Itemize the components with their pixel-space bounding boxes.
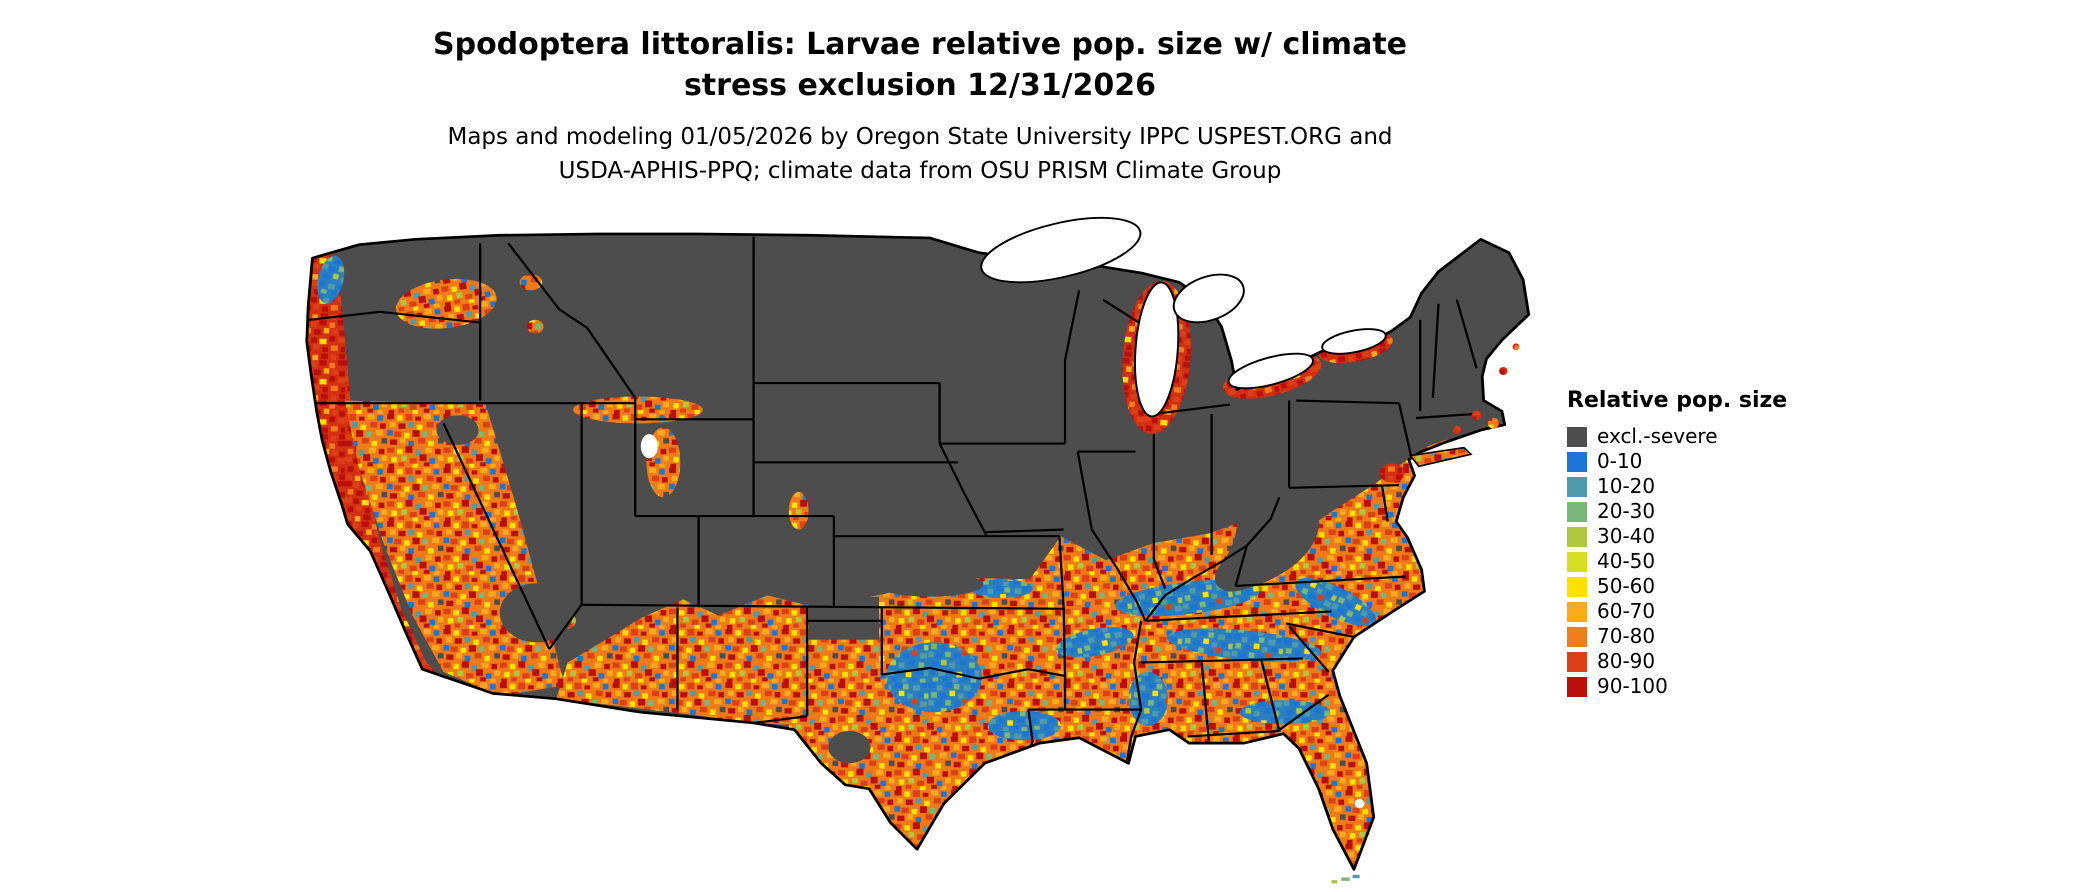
- legend-item: 40-50: [1567, 549, 1817, 574]
- legend-swatch: [1567, 501, 1587, 522]
- legend-item: excl.-severe: [1567, 424, 1817, 449]
- legend-swatch: [1567, 426, 1587, 447]
- map-base: [306, 233, 1529, 870]
- legend-label: 40-50: [1597, 549, 1656, 573]
- legend-label: 70-80: [1597, 624, 1656, 648]
- legend-label: 10-20: [1597, 474, 1656, 498]
- us-map-svg: [305, 216, 1531, 884]
- legend-label: 90-100: [1597, 674, 1668, 698]
- legend-title: Relative pop. size: [1567, 388, 1788, 413]
- lake-ontario: [1321, 328, 1387, 355]
- page-subtitle-line2: USDA-APHIS-PPQ; climate data from OSU PR…: [558, 158, 1282, 184]
- legend-swatch: [1567, 476, 1587, 497]
- legend-item: 20-30: [1567, 499, 1817, 524]
- map-header: Spodoptera littoralis: Larvae relative p…: [180, 24, 1660, 188]
- florida-keys: [1331, 874, 1360, 884]
- lake-michigan: [1134, 281, 1180, 418]
- page-subtitle: Maps and modeling 01/05/2026 by Oregon S…: [180, 120, 1660, 188]
- legend-swatch: [1567, 676, 1587, 697]
- page-subtitle-line1: Maps and modeling 01/05/2026 by Oregon S…: [447, 124, 1393, 150]
- page-title-line2: stress exclusion 12/31/2026: [683, 68, 1157, 103]
- state-borders: [308, 236, 1478, 762]
- legend-label: 30-40: [1597, 524, 1656, 548]
- legend-swatch: [1567, 576, 1587, 597]
- legend-swatch: [1567, 651, 1587, 672]
- legend-label: 0-10: [1597, 449, 1643, 473]
- map-legend: Relative pop. size excl.-severe 0-10 10-…: [1567, 388, 1817, 699]
- legend-item: 0-10: [1567, 449, 1817, 474]
- great-salt-lake: [640, 434, 658, 459]
- legend-label: 20-30: [1597, 499, 1656, 523]
- legend-item: 30-40: [1567, 524, 1817, 549]
- lake-superior: [980, 216, 1142, 284]
- lake-okeechobee: [1354, 798, 1365, 809]
- legend-swatch: [1567, 526, 1587, 547]
- great-lakes: [980, 216, 1387, 418]
- legend-swatch: [1567, 626, 1587, 647]
- exclusion-overlays: [436, 415, 1320, 764]
- legend-swatch: [1567, 601, 1587, 622]
- page-title-line1: Spodoptera littoralis: Larvae relative p…: [432, 27, 1408, 62]
- legend-swatch: [1567, 451, 1587, 472]
- legend-item: 60-70: [1567, 599, 1817, 624]
- legend-item: 90-100: [1567, 674, 1817, 699]
- legend-item: 10-20: [1567, 474, 1817, 499]
- lake-erie: [1227, 352, 1314, 390]
- us-map: [218, 199, 1571, 892]
- legend-item: 80-90: [1567, 649, 1817, 674]
- legend-swatch: [1567, 551, 1587, 572]
- speckle-southwest: [556, 595, 805, 726]
- new-england-coast-speckles: [1452, 343, 1520, 435]
- legend-item: 50-60: [1567, 574, 1817, 599]
- legend-label: 60-70: [1597, 599, 1656, 623]
- legend-label: 80-90: [1597, 649, 1656, 673]
- legend-label: excl.-severe: [1597, 424, 1718, 448]
- legend-label: 50-60: [1597, 574, 1656, 598]
- legend-item: 70-80: [1567, 624, 1817, 649]
- long-island: [1408, 446, 1473, 468]
- cape-cod-speckle: [1487, 417, 1500, 429]
- lake-huron: [1172, 273, 1245, 324]
